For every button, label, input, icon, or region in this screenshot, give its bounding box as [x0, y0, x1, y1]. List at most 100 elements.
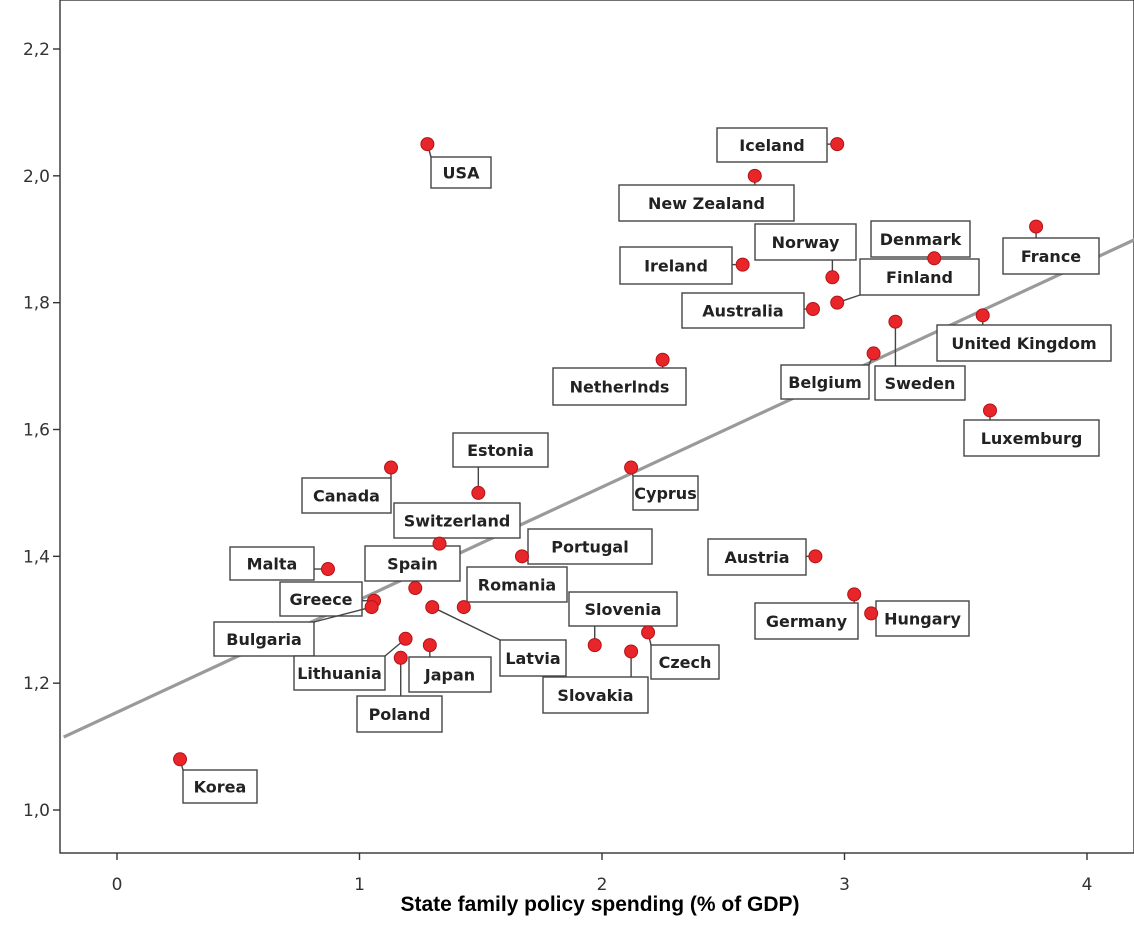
label-box-sweden [874, 365, 966, 401]
point-label-switzerland: Switzerland [404, 511, 511, 530]
data-point-malta [320, 562, 335, 577]
data-point-ireland [735, 257, 750, 272]
label-box-slovakia [542, 676, 649, 714]
data-point-portugal [514, 549, 529, 564]
data-point-romania [456, 600, 471, 615]
data-point-czech [641, 625, 656, 640]
label-box-korea [182, 769, 258, 804]
label-box-malta [229, 546, 315, 581]
point-label-korea: Korea [194, 777, 247, 796]
label-box-cyprus [632, 475, 699, 511]
point-label-new-zealand: New Zealand [648, 194, 765, 213]
x-tick-label: 0 [112, 875, 123, 895]
y-tick-label: 2,2 [23, 40, 50, 60]
data-points [173, 137, 1044, 767]
point-label-austria: Austria [724, 548, 789, 567]
label-box-netherlnds [552, 367, 687, 406]
label-box-romania [466, 566, 568, 603]
data-point-korea [173, 752, 188, 767]
label-box-finland [859, 258, 980, 296]
point-label-iceland: Iceland [739, 136, 804, 155]
data-point-estonia [471, 485, 486, 500]
point-label-slovenia: Slovenia [585, 600, 662, 619]
label-leader [431, 606, 501, 641]
point-label-bulgaria: Bulgaria [226, 630, 302, 649]
x-axis-title: State family policy spending (% of GDP) [400, 893, 799, 916]
point-label-latvia: Latvia [505, 649, 560, 668]
x-tick-label: 3 [839, 875, 850, 895]
x-tick-label: 2 [597, 875, 608, 895]
point-label-portugal: Portugal [551, 537, 628, 556]
data-point-denmark [927, 251, 942, 266]
point-label-luxemburg: Luxemburg [981, 429, 1083, 448]
label-box-portugal [527, 528, 653, 565]
point-label-ireland: Ireland [644, 256, 708, 275]
point-label-hungary: Hungary [884, 609, 961, 628]
label-box-czech [650, 644, 720, 680]
label-box-usa [430, 156, 492, 189]
point-label-lithuania: Lithuania [297, 664, 382, 683]
label-box-spain [364, 545, 461, 582]
data-point-latvia [425, 600, 440, 615]
point-label-united-kingdom: United Kingdom [951, 334, 1096, 353]
label-box-norway [754, 223, 857, 261]
data-point-australia [805, 302, 820, 317]
label-box-estonia [452, 432, 549, 468]
label-leader [313, 606, 372, 623]
point-label-czech: Czech [659, 653, 712, 672]
point-label-slovakia: Slovakia [557, 686, 633, 705]
data-point-finland [830, 295, 845, 310]
label-box-poland [356, 695, 443, 733]
axes: 0 1 2 3 4 1,0 1,2 1,4 1,6 1,8 2,0 2,2 [23, 40, 1092, 895]
point-label-estonia: Estonia [467, 441, 534, 460]
data-point-japan [422, 638, 437, 653]
point-label-norway: Norway [772, 233, 840, 252]
data-point-switzerland [432, 536, 447, 551]
data-point-hungary [864, 606, 879, 621]
data-point-cyprus [624, 460, 639, 475]
label-box-new-zealand [618, 184, 795, 222]
point-label-denmark: Denmark [880, 230, 962, 249]
y-tick-label: 1,4 [23, 547, 50, 567]
y-tick-label: 2,0 [23, 167, 50, 187]
label-box-australia [681, 292, 805, 329]
data-point-lithuania [398, 631, 413, 646]
data-point-germany [847, 587, 862, 602]
point-label-france: France [1021, 247, 1081, 266]
data-point-iceland [830, 137, 845, 152]
data-point-slovenia [587, 638, 602, 653]
label-box-austria [707, 538, 807, 576]
label-box-hungary [875, 600, 970, 637]
point-label-finland: Finland [886, 268, 953, 287]
point-label-spain: Spain [387, 554, 438, 573]
y-tick-label: 1,2 [23, 674, 50, 694]
point-label-japan: Japan [424, 665, 475, 684]
point-label-greece: Greece [289, 590, 352, 609]
data-point-sweden [888, 314, 903, 329]
label-box-iceland [716, 127, 828, 163]
point-label-germany: Germany [766, 612, 848, 631]
point-label-malta: Malta [247, 554, 298, 573]
label-box-switzerland [393, 502, 521, 539]
y-tick-label: 1,0 [23, 801, 50, 821]
data-point-canada [384, 460, 399, 475]
label-box-slovenia [568, 591, 678, 627]
point-label-netherlnds: Netherlnds [570, 377, 670, 396]
data-point-austria [808, 549, 823, 564]
point-label-romania: Romania [478, 575, 556, 594]
data-point-norway [825, 270, 840, 285]
point-label-usa: USA [443, 163, 481, 182]
label-box-denmark [870, 220, 971, 258]
point-label-australia: Australia [702, 301, 783, 320]
point-label-canada: Canada [313, 486, 380, 505]
data-point-france [1029, 219, 1044, 234]
label-box-belgium [780, 364, 870, 400]
label-box-greece [279, 581, 363, 617]
x-tick-label: 4 [1082, 875, 1093, 895]
y-tick-label: 1,8 [23, 294, 50, 314]
data-point-belgium [866, 346, 881, 361]
label-box-ireland [619, 246, 733, 285]
label-box-japan [408, 656, 492, 693]
point-label-belgium: Belgium [788, 373, 862, 392]
